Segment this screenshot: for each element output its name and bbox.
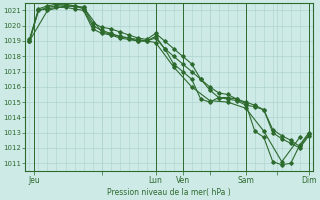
X-axis label: Pression niveau de la mer( hPa ): Pression niveau de la mer( hPa ): [107, 188, 231, 197]
